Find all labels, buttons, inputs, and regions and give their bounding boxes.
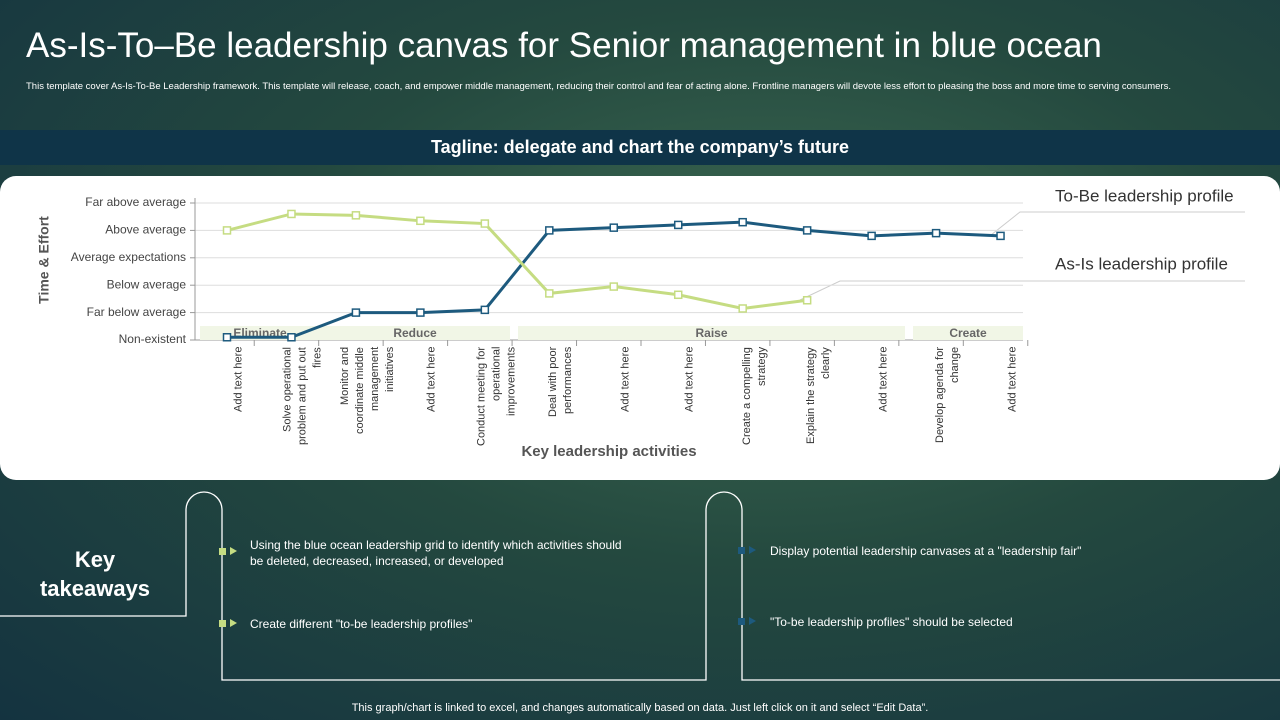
x-tick-label: Deal with poor performances [547,347,575,418]
data-point [609,223,619,232]
series-line [227,220,1001,339]
takeaway-item: Display potential leadership canvases at… [770,544,1082,558]
x-tick-label: Monitor and coordinate middle management… [338,347,396,434]
takeaway-heading: Key takeaways [39,547,151,601]
data-point [416,308,425,317]
x-tick-label: Add text here [1006,347,1019,413]
series-line [226,212,808,311]
phase-band [913,326,1023,340]
data-point [222,333,232,342]
leader-line [799,280,1245,301]
x-tick-label: Develop agenda for change [934,347,962,444]
data-point [222,226,232,235]
phase-band [320,326,510,340]
title: As-Is-To–Be leadership canvas for Senior… [26,26,1102,65]
bullets [219,546,756,627]
y-tick-label: Non-existent [119,332,187,346]
data-point [738,304,747,313]
legend-entry: To-Be leadership profile [1055,186,1234,205]
x-tick-label: Add text here [425,347,438,413]
y-tick-label: Average expectations [71,250,186,264]
y-tick-label: Above average [105,223,186,237]
x-tick-label: Create a compelling strategy [740,347,768,445]
x-axis-label: Key leadership activities [521,443,696,460]
data-point [867,231,876,241]
takeaway-item: Create different "to-be leadership profi… [250,617,473,631]
data-point [673,290,683,300]
data-point [416,216,425,226]
x-tick-label: Solve operational problem and put out fi… [281,347,324,445]
phase-label: Create [949,326,987,340]
phase-label: Reduce [393,326,437,340]
data-point [287,209,296,219]
data-point [351,308,361,317]
data-point [802,296,812,305]
data-point [931,228,941,238]
phase-band [518,326,905,340]
x-tick-label: Add text here [232,347,245,413]
x-tick-label: Add text here [877,347,890,413]
data-point [351,211,361,220]
data-point [480,305,490,315]
data-point [609,282,619,291]
y-axis-label: Time & Effort [36,216,52,304]
x-tick-label: Add text here [619,347,632,413]
x-tick-label: Explain the strategy clearly [805,347,833,444]
footer: This graph/chart is linked to excel, and… [351,702,929,714]
data-point [673,220,683,230]
takeaway-item: Using the blue ocean leadership grid to … [250,538,622,568]
y-tick-label: Far below average [87,305,187,319]
data-point [480,219,490,228]
y-tick-label: Far above average [85,195,186,209]
x-tick-label: Add text here [683,347,696,413]
takeaway-frame [0,491,1280,681]
data-point [996,231,1005,241]
phase-label: Raise [695,326,727,340]
leader-line [990,211,1245,236]
tagline: Tagline: delegate and chart the company’… [0,130,1280,165]
data-point [545,226,554,235]
data-point [802,226,812,235]
legend-entry: As-Is leadership profile [1055,254,1228,273]
x-tick-label: Conduct meeting for operational improvem… [475,347,518,447]
data-point [287,333,296,342]
takeaway-item: "To-be leadership profiles" should be se… [770,615,1013,629]
data-point [545,289,554,298]
data-point [738,217,747,227]
y-tick-label: Below average [107,277,187,291]
subtitle: This template cover As-Is-To-Be Leadersh… [26,81,1171,92]
